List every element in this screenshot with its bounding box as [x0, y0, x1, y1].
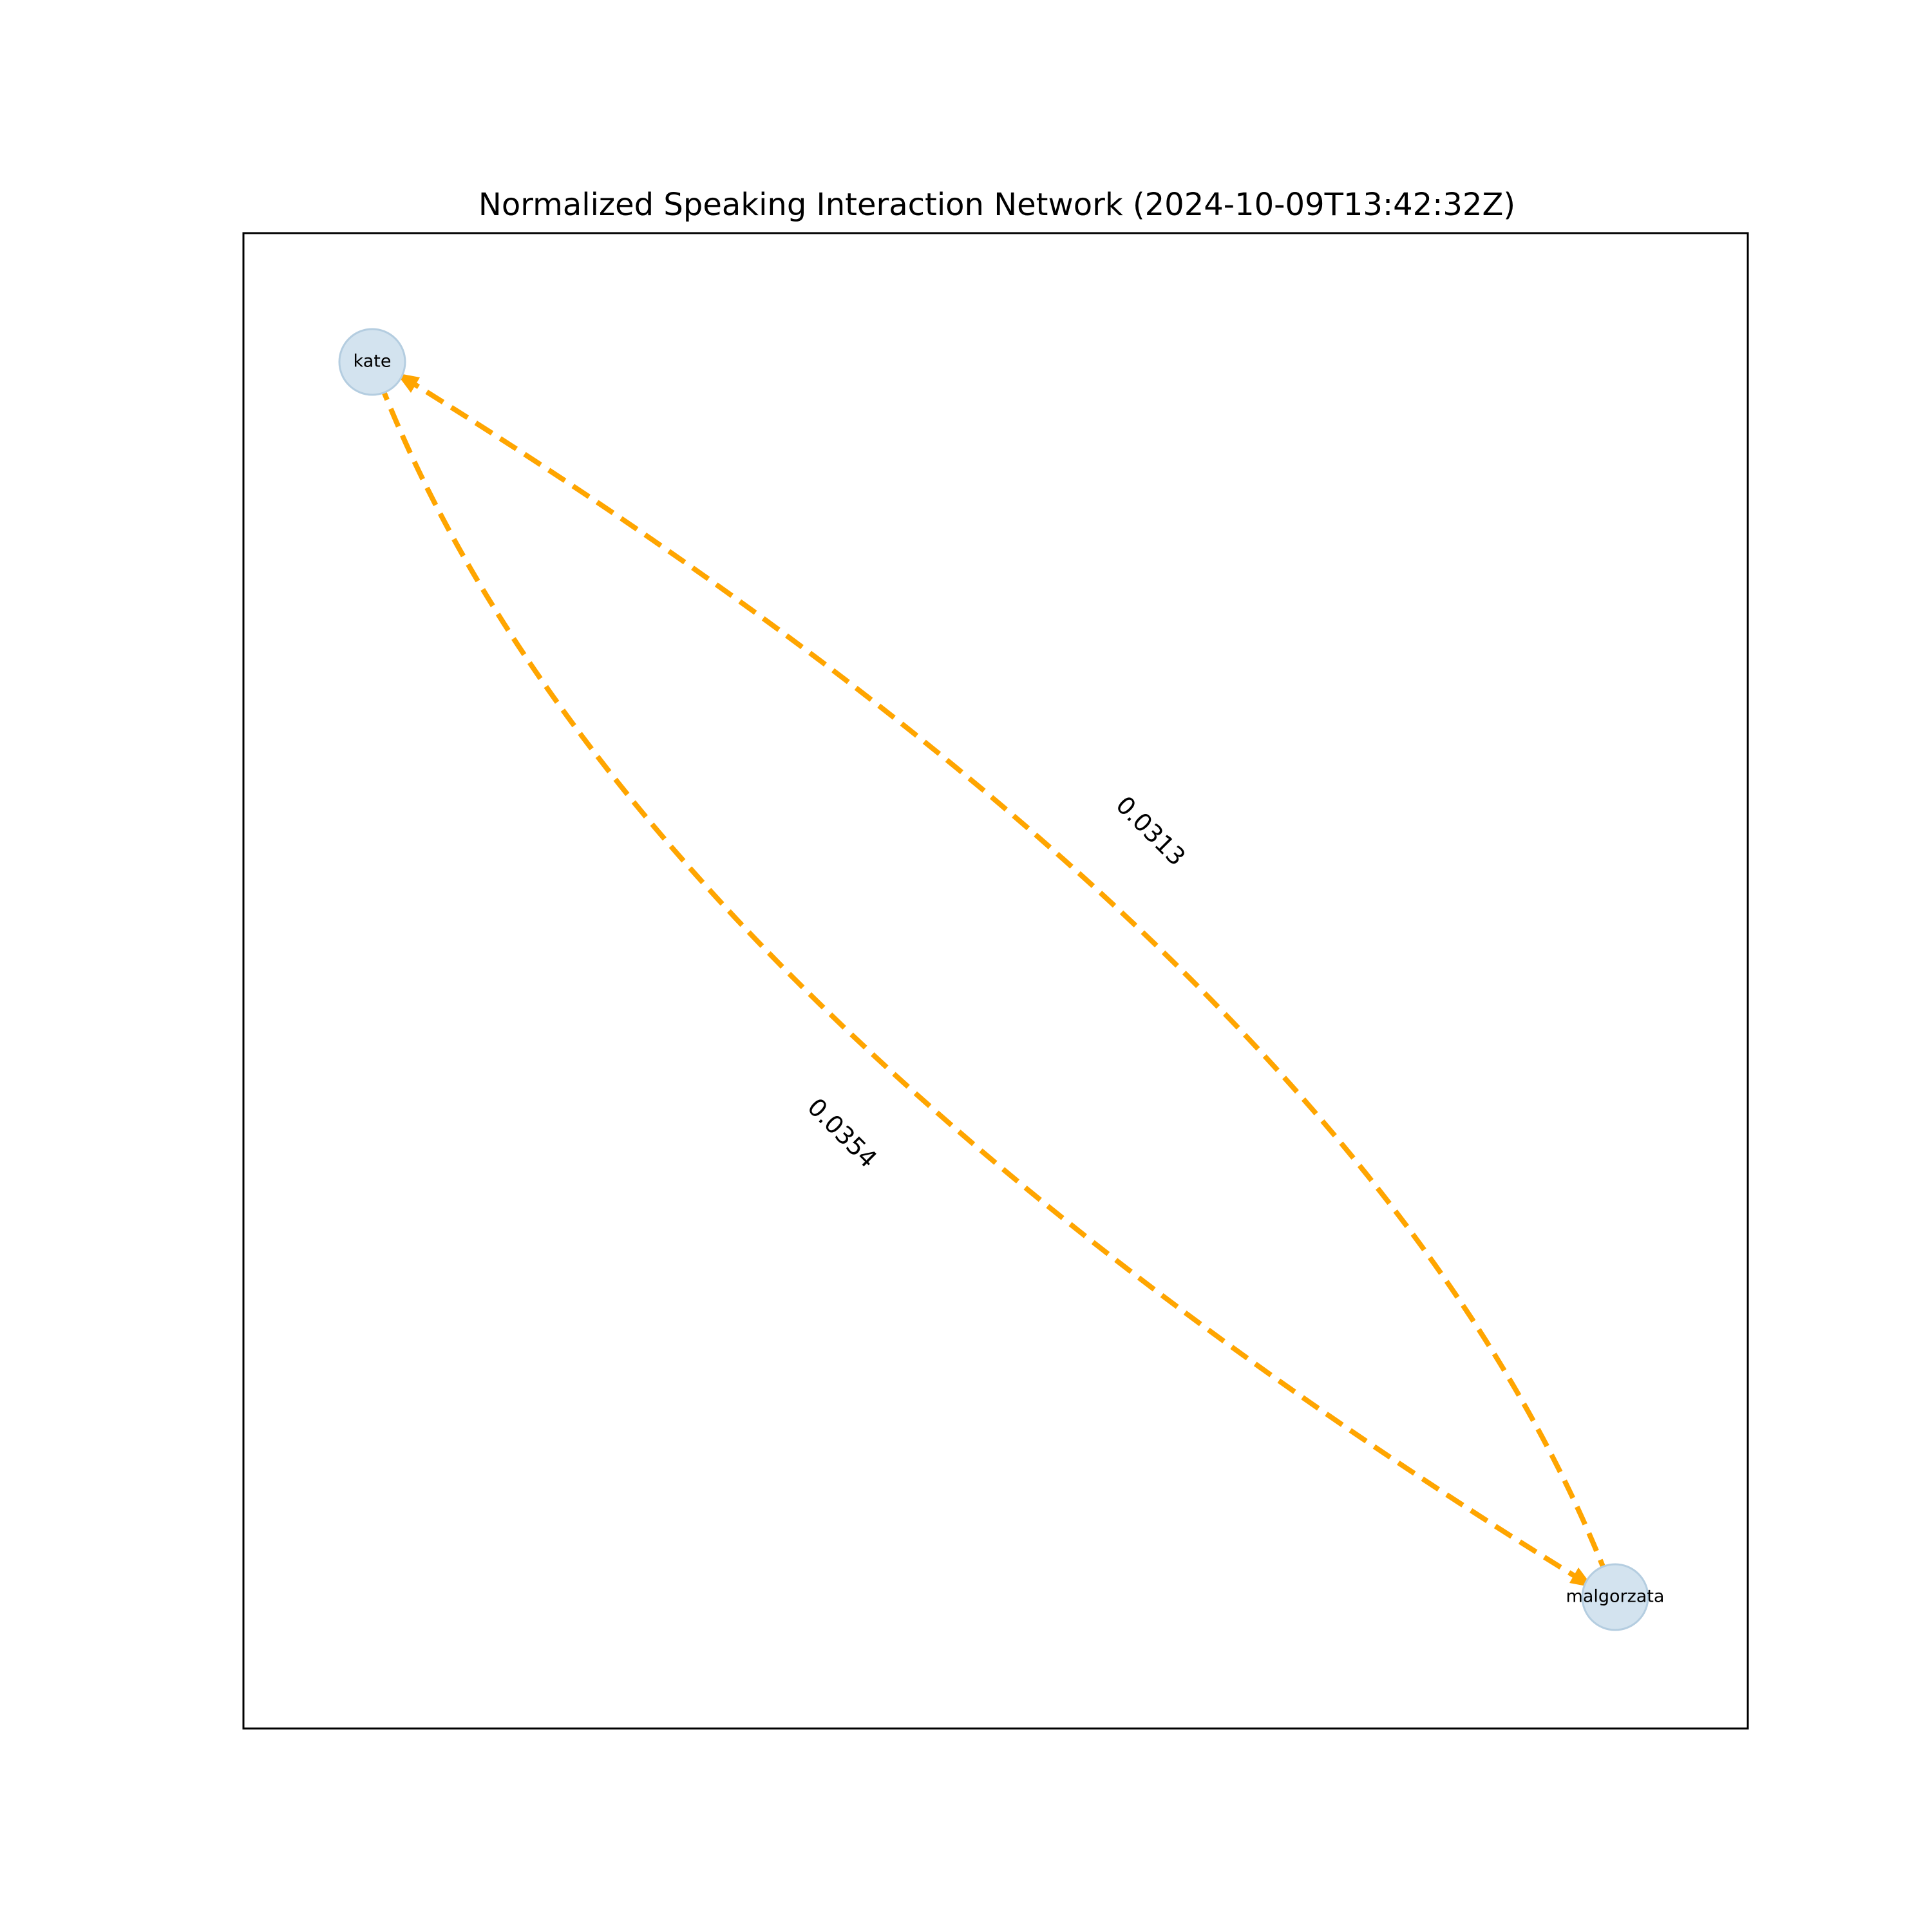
node-circle: [1581, 1563, 1649, 1631]
edge-kate-to-malgorzata: 0.0354: [377, 381, 1595, 1590]
edge-malgorzata-to-kate: 0.0313: [394, 370, 1610, 1579]
edge-weight-label: 0.0354: [802, 1093, 882, 1173]
plot-frame: [242, 232, 1749, 1730]
node-circle: [338, 328, 406, 396]
node-kate[interactable]: kate: [338, 328, 406, 396]
edge-weight-label: 0.0313: [1110, 791, 1191, 871]
edge-path-kate-malgorzata: [377, 381, 1595, 1590]
node-label: kate: [354, 352, 392, 372]
node-malgorzata[interactable]: malgorzata: [1566, 1563, 1665, 1631]
edge-path-malgorzata-kate: [394, 370, 1610, 1579]
figure-title: Normalized Speaking Interaction Network …: [478, 187, 1515, 223]
node-label: malgorzata: [1566, 1587, 1665, 1607]
